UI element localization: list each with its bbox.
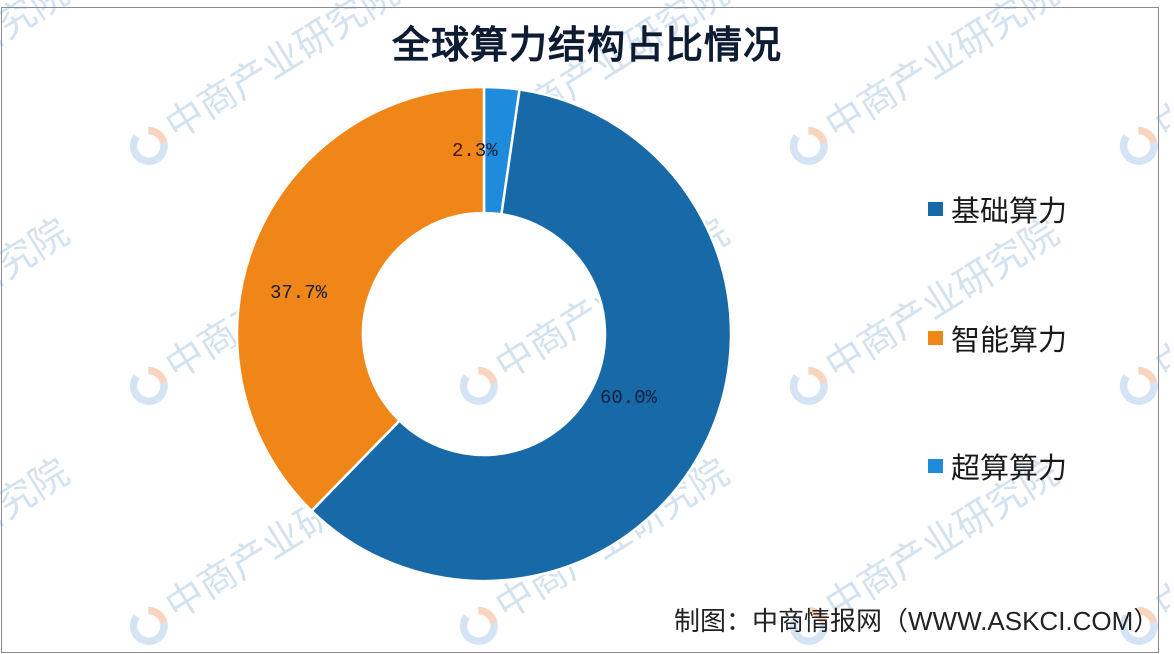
svg-text:2.3%: 2.3% (452, 140, 498, 162)
svg-text:60.0%: 60.0% (600, 387, 658, 409)
svg-text:37.7%: 37.7% (270, 282, 328, 304)
